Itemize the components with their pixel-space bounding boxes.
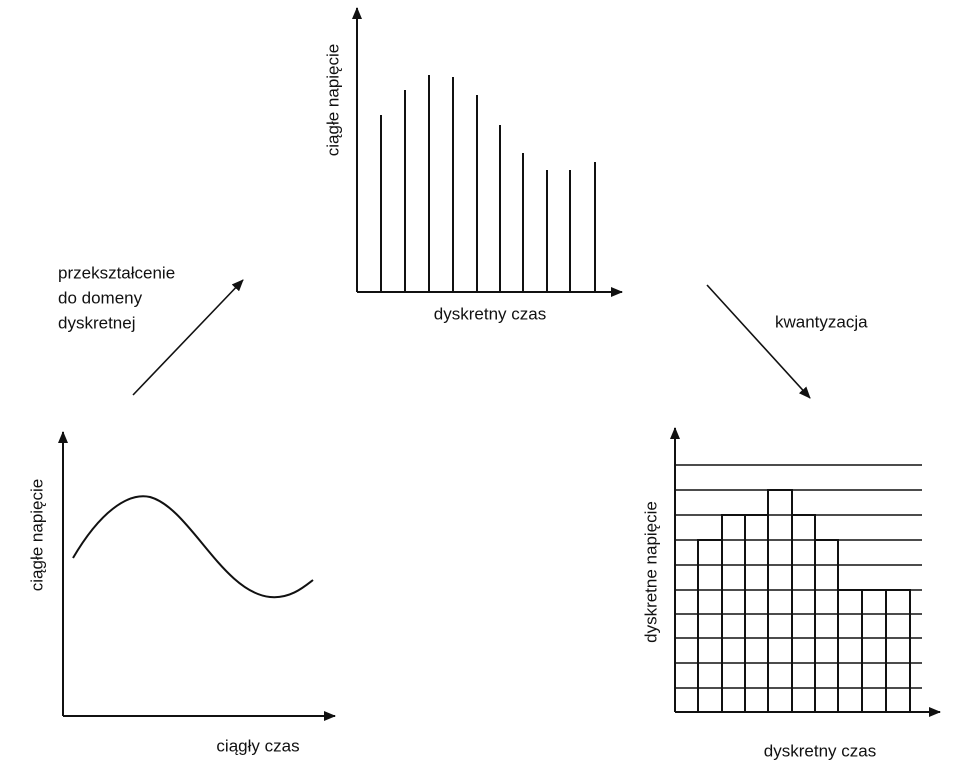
sampling-label: dyskretnej [58, 313, 135, 332]
y-label: ciągłe napięcie [323, 44, 342, 156]
quantization-label: kwantyzacja [775, 312, 868, 331]
sampled-chart: ciągłe napięcie dyskretny czas [323, 7, 623, 323]
signal-curve [72, 495, 314, 599]
x-label: ciągły czas [216, 736, 299, 755]
y-label: dyskretne napięcie [641, 501, 660, 643]
quantization-levels [675, 464, 922, 689]
x-label: dyskretny czas [764, 741, 876, 760]
sampling-label: przekształcenie [58, 263, 175, 282]
sampling-label: do domeny [58, 288, 143, 307]
quantized-bars [697, 489, 911, 712]
sampling-arrow [132, 279, 244, 396]
continuous-chart: ciągłe napięcie ciągły czas [27, 431, 336, 755]
x-label: dyskretny czas [434, 304, 546, 323]
y-label: ciągłe napięcie [27, 479, 46, 591]
stems [380, 75, 596, 292]
quantized-chart: dyskretne napięcie dyskretny czas [641, 427, 941, 760]
quantization-arrow [706, 284, 811, 399]
